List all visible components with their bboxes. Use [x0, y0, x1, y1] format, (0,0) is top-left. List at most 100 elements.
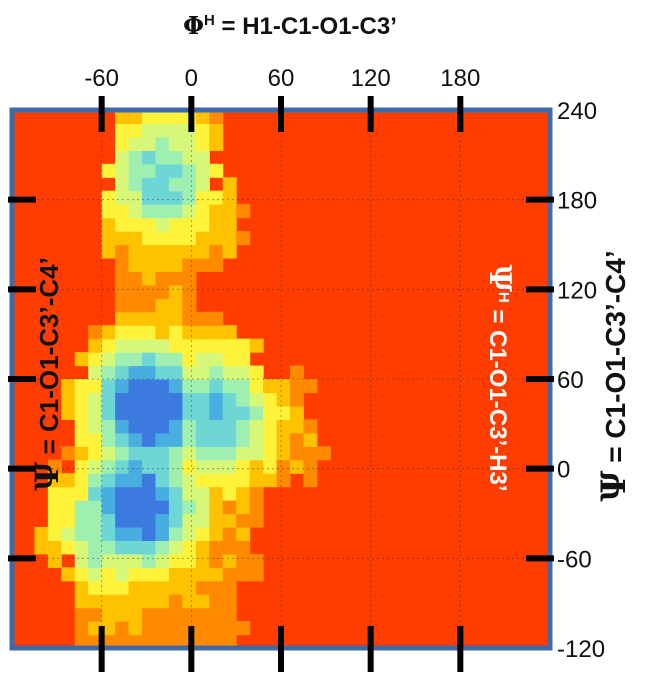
heatmap-cell	[236, 553, 251, 568]
heatmap-cell	[168, 553, 183, 568]
heatmap-cell	[74, 486, 89, 501]
heatmap-cell	[155, 352, 170, 367]
heatmap-cell	[222, 513, 237, 528]
heatmap-cell	[74, 567, 89, 582]
heatmap-cell	[142, 244, 157, 259]
heatmap-cells	[34, 110, 331, 649]
heatmap-cell	[195, 405, 210, 420]
heatmap-cell	[168, 177, 183, 192]
heatmap-cell	[222, 580, 237, 595]
heatmap-cell	[142, 486, 157, 501]
heatmap-cell	[182, 231, 197, 246]
heatmap-cell	[128, 244, 143, 259]
heatmap-cell	[115, 352, 130, 367]
heatmap-cell	[182, 311, 197, 326]
top-axis-title: ΦH = H1-C1-O1-C3’	[183, 11, 397, 40]
heatmap-cell	[168, 580, 183, 595]
heatmap-cell	[101, 486, 116, 501]
heatmap-cell	[168, 244, 183, 259]
heatmap-cell	[222, 392, 237, 407]
heatmap-cell	[209, 432, 224, 447]
heatmap-cell	[88, 419, 103, 434]
heatmap-cell	[142, 231, 157, 246]
heatmap-cell	[88, 540, 103, 555]
heatmap-cell	[74, 634, 89, 649]
heatmap-cell	[74, 553, 89, 568]
heatmap-cell	[128, 311, 143, 326]
heatmap-cell	[168, 621, 183, 636]
heatmap-cell	[155, 607, 170, 622]
heatmap-cell	[289, 365, 305, 380]
heatmap-cell	[47, 473, 62, 488]
heatmap-cell	[101, 607, 116, 622]
heatmap-cell	[209, 244, 224, 259]
heatmap-cell	[115, 110, 130, 125]
heatmap-cell	[249, 513, 264, 528]
heatmap-cell	[115, 325, 130, 340]
heatmap-cell	[168, 150, 183, 165]
heatmap-cell	[168, 500, 183, 515]
heatmap-cell	[142, 257, 157, 272]
heatmap-cell	[182, 392, 197, 407]
heatmap-cell	[115, 513, 130, 528]
heatmap-cell	[276, 459, 291, 474]
heatmap-cell	[61, 486, 76, 501]
heatmap-cell	[128, 365, 143, 380]
heatmap-cell	[168, 540, 183, 555]
heatmap-cell	[74, 580, 89, 595]
heatmap-cell	[195, 231, 210, 246]
heatmap-cell	[128, 110, 143, 125]
heatmap-cell	[142, 123, 157, 138]
heatmap-cell	[168, 594, 183, 609]
heatmap-cell	[128, 621, 143, 636]
heatmap-cell	[182, 177, 197, 192]
heatmap-cell	[155, 594, 170, 609]
heatmap-cell	[209, 473, 224, 488]
heatmap-cell	[128, 594, 143, 609]
heatmap-cell	[115, 244, 130, 259]
heatmap-cell	[182, 540, 197, 555]
heatmap-cell	[155, 634, 170, 649]
heatmap-cell	[182, 473, 197, 488]
heatmap-cell	[142, 607, 157, 622]
heatmap-cell	[209, 419, 224, 434]
heatmap-cell	[155, 621, 170, 636]
heatmap-cell	[128, 392, 143, 407]
heatmap-cell	[263, 379, 278, 394]
heatmap-cell	[263, 446, 278, 461]
heatmap-cell	[195, 136, 210, 151]
heatmap-cell	[128, 257, 143, 272]
heatmap-cell	[249, 473, 264, 488]
y-tick-label: -60	[557, 546, 592, 573]
heatmap-cell	[101, 432, 116, 447]
heatmap-cell	[61, 379, 76, 394]
heatmap-cell	[155, 419, 170, 434]
heatmap-cell	[88, 459, 103, 474]
heatmap-cell	[47, 513, 62, 528]
heatmap-cell	[168, 231, 183, 246]
heatmap-cell	[303, 432, 318, 447]
heatmap-cell	[142, 634, 157, 649]
heatmap-cell	[182, 338, 197, 353]
heatmap-cell	[101, 621, 116, 636]
inner-left-axis-title-rest: = C1-O1-C3’-C4’	[34, 257, 64, 461]
heatmap-cell	[168, 284, 183, 299]
heatmap-cell	[195, 634, 210, 649]
heatmap-cell	[289, 392, 305, 407]
heatmap-cell	[74, 459, 89, 474]
heatmap-cell	[168, 446, 183, 461]
heatmap-cell	[101, 190, 116, 205]
heatmap-cell	[168, 136, 183, 151]
heatmap-cell	[88, 500, 103, 515]
heatmap-cell	[128, 231, 143, 246]
heatmap-cell	[182, 325, 197, 340]
heatmap-cell	[115, 150, 130, 165]
heatmap-cell	[142, 150, 157, 165]
heatmap-cell	[142, 365, 157, 380]
heatmap-cell	[101, 231, 116, 246]
heatmap-cell	[182, 567, 197, 582]
heatmap-cell	[115, 231, 130, 246]
heatmap-cell	[168, 325, 183, 340]
heatmap-cell	[182, 163, 197, 178]
heatmap-cell	[249, 392, 264, 407]
